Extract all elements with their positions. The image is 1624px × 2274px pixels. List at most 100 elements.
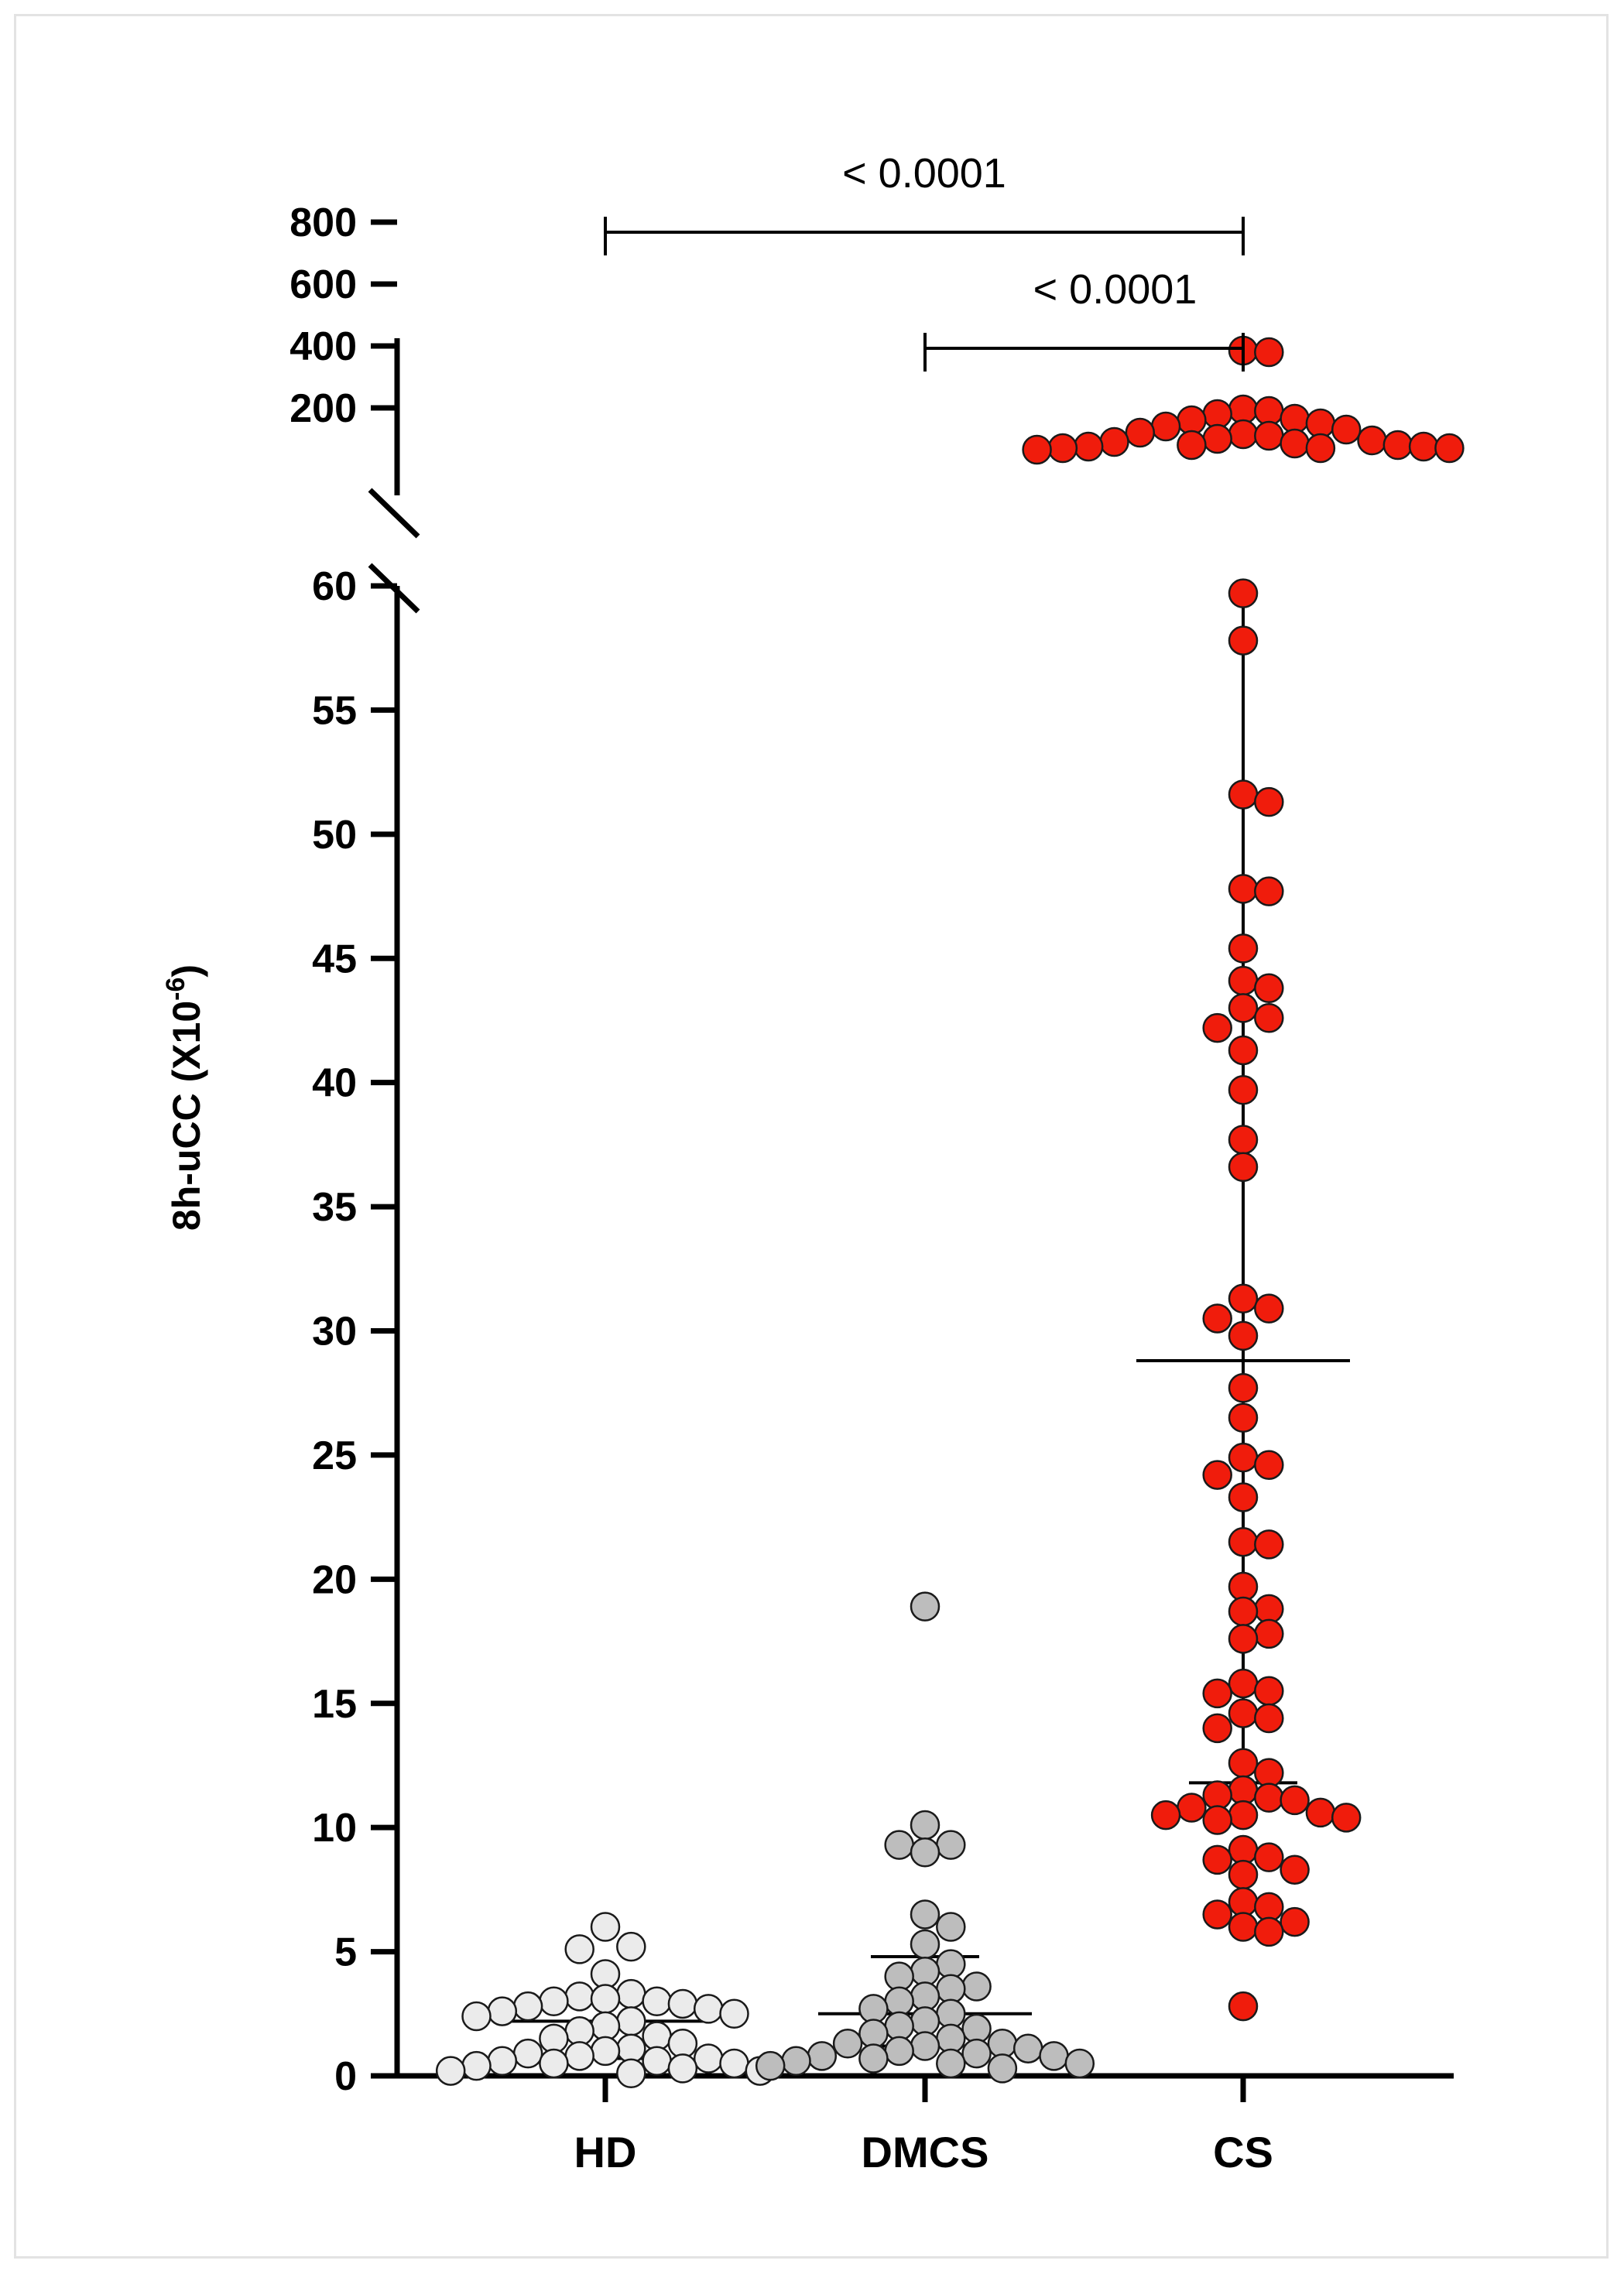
data-point: [564, 1934, 594, 1964]
data-point: [539, 2023, 569, 2054]
data-point: [1039, 2041, 1069, 2071]
data-point: [1228, 578, 1259, 608]
data-point: [642, 2021, 672, 2051]
data-point-upper: [1382, 430, 1413, 461]
data-point: [1202, 1678, 1232, 1709]
data-point: [461, 2050, 492, 2081]
data-point: [1228, 1373, 1259, 1403]
data-point: [1280, 1785, 1310, 1816]
axes: 0 5 10 15 20 25 30 35 40 45 50 55 60 200 400 600 800 HD DM…: [290, 200, 1454, 2176]
data-point: [781, 2046, 811, 2076]
data-point-upper: [1280, 428, 1310, 459]
data-point: [1202, 1844, 1232, 1875]
data-point: [910, 1591, 940, 1622]
data-point: [1228, 1526, 1259, 1557]
data-point: [642, 2046, 672, 2076]
data-point: [1254, 1529, 1284, 1560]
data-point: [1254, 1842, 1284, 1872]
data-point: [1254, 1594, 1284, 1625]
data-point: [616, 2058, 646, 2089]
data-point: [910, 2006, 940, 2036]
y-axis-title-text: 8h-uCC (X10: [165, 1001, 208, 1231]
data-point-upper: [1202, 423, 1232, 454]
data-point: [1150, 1800, 1181, 1831]
data-point: [1228, 1800, 1259, 1831]
data-point: [1202, 1805, 1232, 1835]
data-point: [936, 1949, 966, 1979]
data-point: [1202, 1713, 1232, 1744]
data-point: [936, 1830, 966, 1860]
data-points: [435, 335, 1465, 2089]
data-point: [1254, 1450, 1284, 1480]
data-point: [564, 2041, 594, 2071]
data-point: [642, 1986, 672, 2016]
data-point: [884, 1961, 914, 1991]
data-point: [1202, 1780, 1232, 1810]
data-point: [858, 2043, 889, 2074]
data-point: [936, 1974, 966, 2004]
data-point: [1228, 993, 1259, 1023]
data-point: [1202, 1460, 1232, 1490]
data-point: [910, 1929, 940, 1960]
data-point: [1254, 1783, 1284, 1813]
data-point: [1228, 1075, 1259, 1105]
data-point-upper: [1280, 403, 1310, 434]
data-point: [616, 1931, 646, 1962]
data-point: [1280, 1854, 1310, 1885]
y-tick-label-upper: 400: [290, 324, 357, 369]
data-point: [667, 1988, 698, 2019]
data-point: [616, 1978, 646, 2009]
data-point: [987, 2029, 1018, 2059]
data-point: [987, 2053, 1018, 2084]
y-axis-title: 8h-uCC (X10-6): [161, 964, 208, 1231]
data-point: [461, 2001, 492, 2032]
data-point: [693, 2043, 724, 2074]
data-point: [884, 2036, 914, 2067]
data-point: [1228, 1152, 1259, 1182]
data-point: [719, 2048, 749, 2079]
y-tick-label: 25: [312, 1433, 357, 1478]
data-point-upper: [1202, 399, 1232, 430]
data-point: [1331, 1803, 1362, 1833]
data-point: [961, 1971, 992, 2002]
data-point-upper: [1305, 433, 1336, 464]
y-tick-label: 55: [312, 688, 357, 733]
data-point: [910, 1810, 940, 1841]
y-tick-label-upper: 200: [290, 386, 357, 431]
y-tick-label: 50: [312, 813, 357, 858]
data-point: [1228, 1442, 1259, 1473]
data-point-upper: [1228, 419, 1259, 450]
p-value-label: < 0.0001: [1033, 266, 1197, 313]
y-tick-label: 45: [312, 937, 357, 981]
y-tick-label-upper: 600: [290, 262, 357, 307]
data-point-upper: [1228, 394, 1259, 425]
data-point-upper: [1331, 414, 1362, 445]
data-point: [1228, 779, 1259, 810]
data-point: [1228, 1402, 1259, 1433]
data-point: [936, 2023, 966, 2054]
data-point: [1228, 1912, 1259, 1942]
data-point: [1305, 1797, 1336, 1828]
data-point: [1254, 1758, 1284, 1788]
data-point: [1228, 874, 1259, 904]
significance-brackets: < 0.0001 < 0.0001: [604, 150, 1245, 372]
p-value-label: < 0.0001: [842, 150, 1006, 197]
data-point: [590, 2011, 621, 2042]
y-tick-label: 40: [312, 1061, 357, 1106]
y-tick-label: 30: [312, 1310, 357, 1354]
x-category-label: DMCS: [862, 2128, 989, 2176]
data-point-upper: [1357, 425, 1387, 456]
data-point-upper: [1254, 337, 1284, 368]
data-point: [512, 1991, 543, 2022]
data-point-upper: [1177, 405, 1207, 436]
data-point: [961, 2013, 992, 2044]
data-point: [1254, 1293, 1284, 1324]
y-tick-label: 60: [312, 564, 357, 609]
y-tick-label: 10: [312, 1806, 357, 1851]
data-point: [1228, 1775, 1259, 1806]
y-tick-label: 15: [312, 1682, 357, 1727]
data-point: [1254, 973, 1284, 1003]
data-point: [512, 2038, 543, 2069]
data-point: [590, 1959, 621, 1989]
data-point-upper: [1125, 417, 1156, 448]
